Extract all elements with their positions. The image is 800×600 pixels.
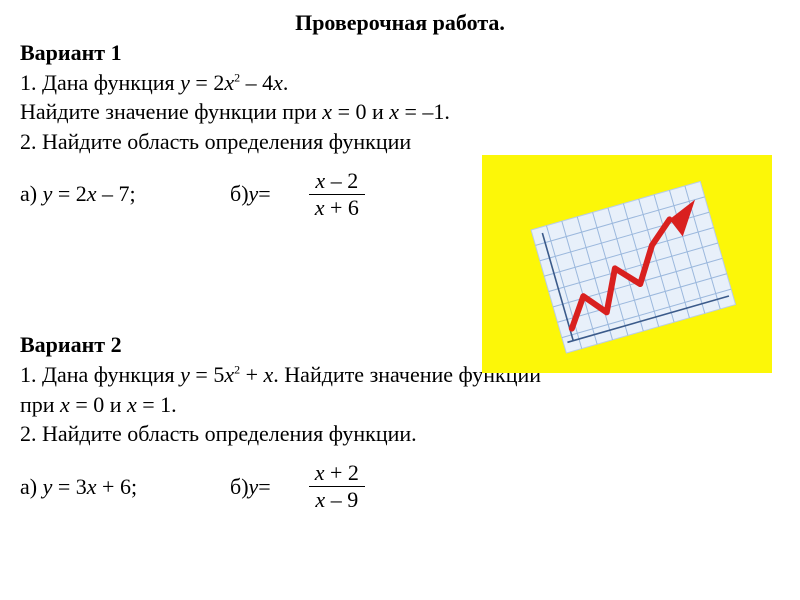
var-x: х — [60, 392, 70, 417]
var-x: х — [389, 99, 399, 124]
text: 1. Дана функция — [20, 362, 180, 387]
text: = 0 и — [332, 99, 389, 124]
text: – 4 — [240, 70, 273, 95]
var-x: х — [127, 392, 137, 417]
fraction-numerator: х – 2 — [309, 169, 364, 193]
var-x: х — [87, 181, 97, 206]
text: – 7; — [97, 181, 136, 206]
text: = 2 — [52, 181, 86, 206]
text: Найдите значение функции при — [20, 99, 322, 124]
var-y: у — [180, 362, 190, 387]
fraction-numerator: х + 2 — [309, 461, 365, 485]
fraction: х + 2 х – 9 — [309, 461, 365, 512]
variant2-problem2: 2. Найдите область определения функции. — [20, 419, 780, 449]
variant1-problem1-line1: 1. Дана функция у = 2х2 – 4х. — [20, 68, 780, 98]
var-x: х — [224, 70, 234, 95]
text: а) — [20, 474, 43, 499]
text: = 5 — [190, 362, 224, 387]
text: = 3 — [52, 474, 86, 499]
var-x: х — [224, 362, 234, 387]
text: = — [258, 474, 270, 500]
var-x: х — [315, 487, 325, 512]
var-y: у — [180, 70, 190, 95]
variant1-problem1-line2: Найдите значение функции при х = 0 и х =… — [20, 97, 780, 127]
text: б) — [230, 474, 249, 500]
variant1-option-a: а) у = 2х – 7; — [20, 181, 230, 207]
variant1-problem2: 2. Найдите область определения функции — [20, 127, 780, 157]
text: + — [240, 362, 263, 387]
var-x: х — [264, 362, 274, 387]
text: – 2 — [325, 168, 358, 193]
text: + 6; — [97, 474, 138, 499]
text: а) — [20, 181, 43, 206]
variant2-problem1-line2: при х = 0 и х = 1. — [20, 390, 780, 420]
text: – 9 — [325, 487, 358, 512]
page-title: Проверочная работа. — [20, 10, 780, 36]
text: + 2 — [324, 460, 358, 485]
variant2-option-a: а) у = 3х + 6; — [20, 474, 230, 500]
var-x: х — [315, 168, 325, 193]
variant2-options: а) у = 3х + 6; б) у = х + 2 х – 9 — [20, 461, 780, 512]
text: 1. Дана функция — [20, 70, 180, 95]
var-y: у — [249, 181, 259, 207]
variant2-option-b: б) у = х + 2 х – 9 — [230, 461, 365, 512]
fraction-denominator: х + 6 — [309, 196, 365, 220]
fraction-denominator: х – 9 — [309, 488, 364, 512]
chart-graphic — [482, 155, 772, 373]
text: = 2 — [190, 70, 224, 95]
variant1-header: Вариант 1 — [20, 38, 780, 68]
text: + 6 — [324, 195, 358, 220]
chart-icon — [482, 155, 772, 373]
text: = — [258, 181, 270, 207]
var-x: х — [273, 70, 283, 95]
text: = 1. — [137, 392, 177, 417]
fraction: х – 2 х + 6 — [309, 169, 365, 220]
var-y: у — [249, 474, 259, 500]
text: б) — [230, 181, 249, 207]
text: = –1. — [399, 99, 450, 124]
text: . — [283, 70, 289, 95]
var-x: х — [322, 99, 332, 124]
text: при — [20, 392, 60, 417]
var-y: у — [43, 474, 53, 499]
var-y: у — [43, 181, 53, 206]
variant1-option-b: б) у = х – 2 х + 6 — [230, 169, 365, 220]
var-x: х — [87, 474, 97, 499]
text: = 0 и — [70, 392, 127, 417]
